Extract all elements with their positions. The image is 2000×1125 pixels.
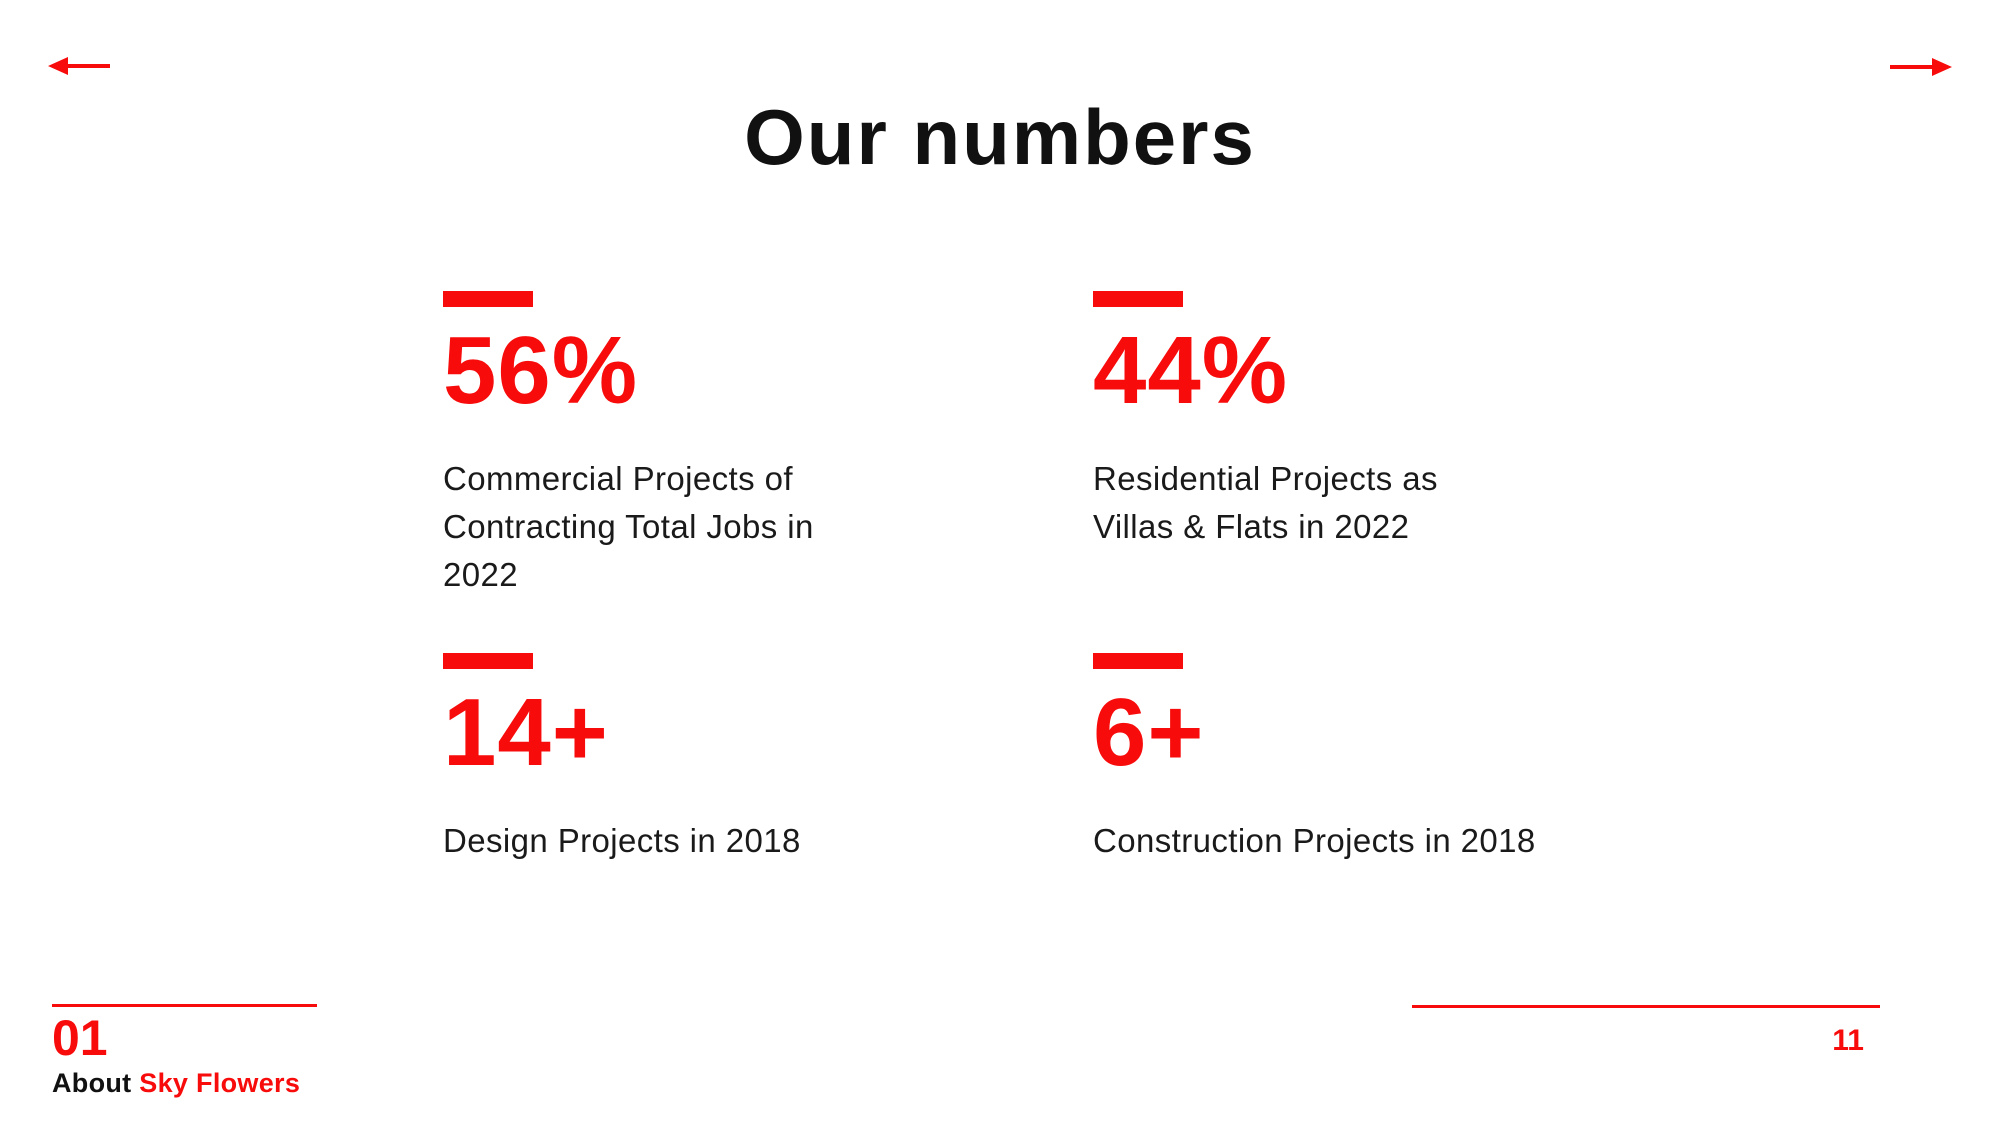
- stat-value: 44%: [1093, 317, 1289, 424]
- footer-divider-left: [52, 1004, 317, 1007]
- section-label: About Sky Flowers: [52, 1068, 352, 1099]
- page-number: 11: [1832, 1024, 1864, 1057]
- stat-block-construction: 6+ Construction Projects in 2018: [1093, 653, 1653, 865]
- stat-block-commercial: 56% Commercial Projects of Contracting T…: [443, 291, 1003, 599]
- footer-section-info: 01 About Sky Flowers: [52, 1004, 352, 1099]
- footer-divider-right: [1412, 1005, 1880, 1008]
- next-slide-button[interactable]: [1888, 57, 1952, 77]
- stat-block-design: 14+ Design Projects in 2018: [443, 653, 1003, 865]
- stat-description-line: Commercial Projects of: [443, 460, 793, 497]
- stat-description-line: Contracting Total Jobs in: [443, 508, 814, 545]
- accent-bar: [1093, 653, 1183, 669]
- stat-description: Construction Projects in 2018: [1093, 817, 1653, 865]
- stat-block-residential: 44% Residential Projects as Villas & Fla…: [1093, 291, 1653, 551]
- accent-bar: [443, 291, 533, 307]
- section-label-brand: Sky Flowers: [139, 1068, 301, 1098]
- accent-bar: [1093, 291, 1183, 307]
- stat-description-line: Design Projects in 2018: [443, 822, 801, 859]
- stat-description-line: 2022: [443, 556, 519, 593]
- stat-value: 14+: [443, 679, 609, 786]
- stat-description-line: Construction Projects in 2018: [1093, 822, 1536, 859]
- arrow-left-icon: [48, 56, 112, 76]
- footer-page-info: 11: [1412, 1005, 1880, 1056]
- accent-bar: [443, 653, 533, 669]
- page-title: Our numbers: [744, 93, 1256, 181]
- section-number: 01: [52, 1010, 108, 1066]
- stat-description: Design Projects in 2018: [443, 817, 1003, 865]
- stat-description: Commercial Projects of Contracting Total…: [443, 455, 1003, 599]
- previous-slide-button[interactable]: [48, 56, 112, 76]
- stat-value: 6+: [1093, 679, 1205, 786]
- stat-description-line: Villas & Flats in 2022: [1093, 508, 1410, 545]
- stat-description-line: Residential Projects as: [1093, 460, 1438, 497]
- stat-value: 56%: [443, 317, 639, 424]
- arrow-right-icon: [1888, 57, 1952, 77]
- section-label-prefix: About: [52, 1068, 132, 1098]
- stat-description: Residential Projects as Villas & Flats i…: [1093, 455, 1653, 551]
